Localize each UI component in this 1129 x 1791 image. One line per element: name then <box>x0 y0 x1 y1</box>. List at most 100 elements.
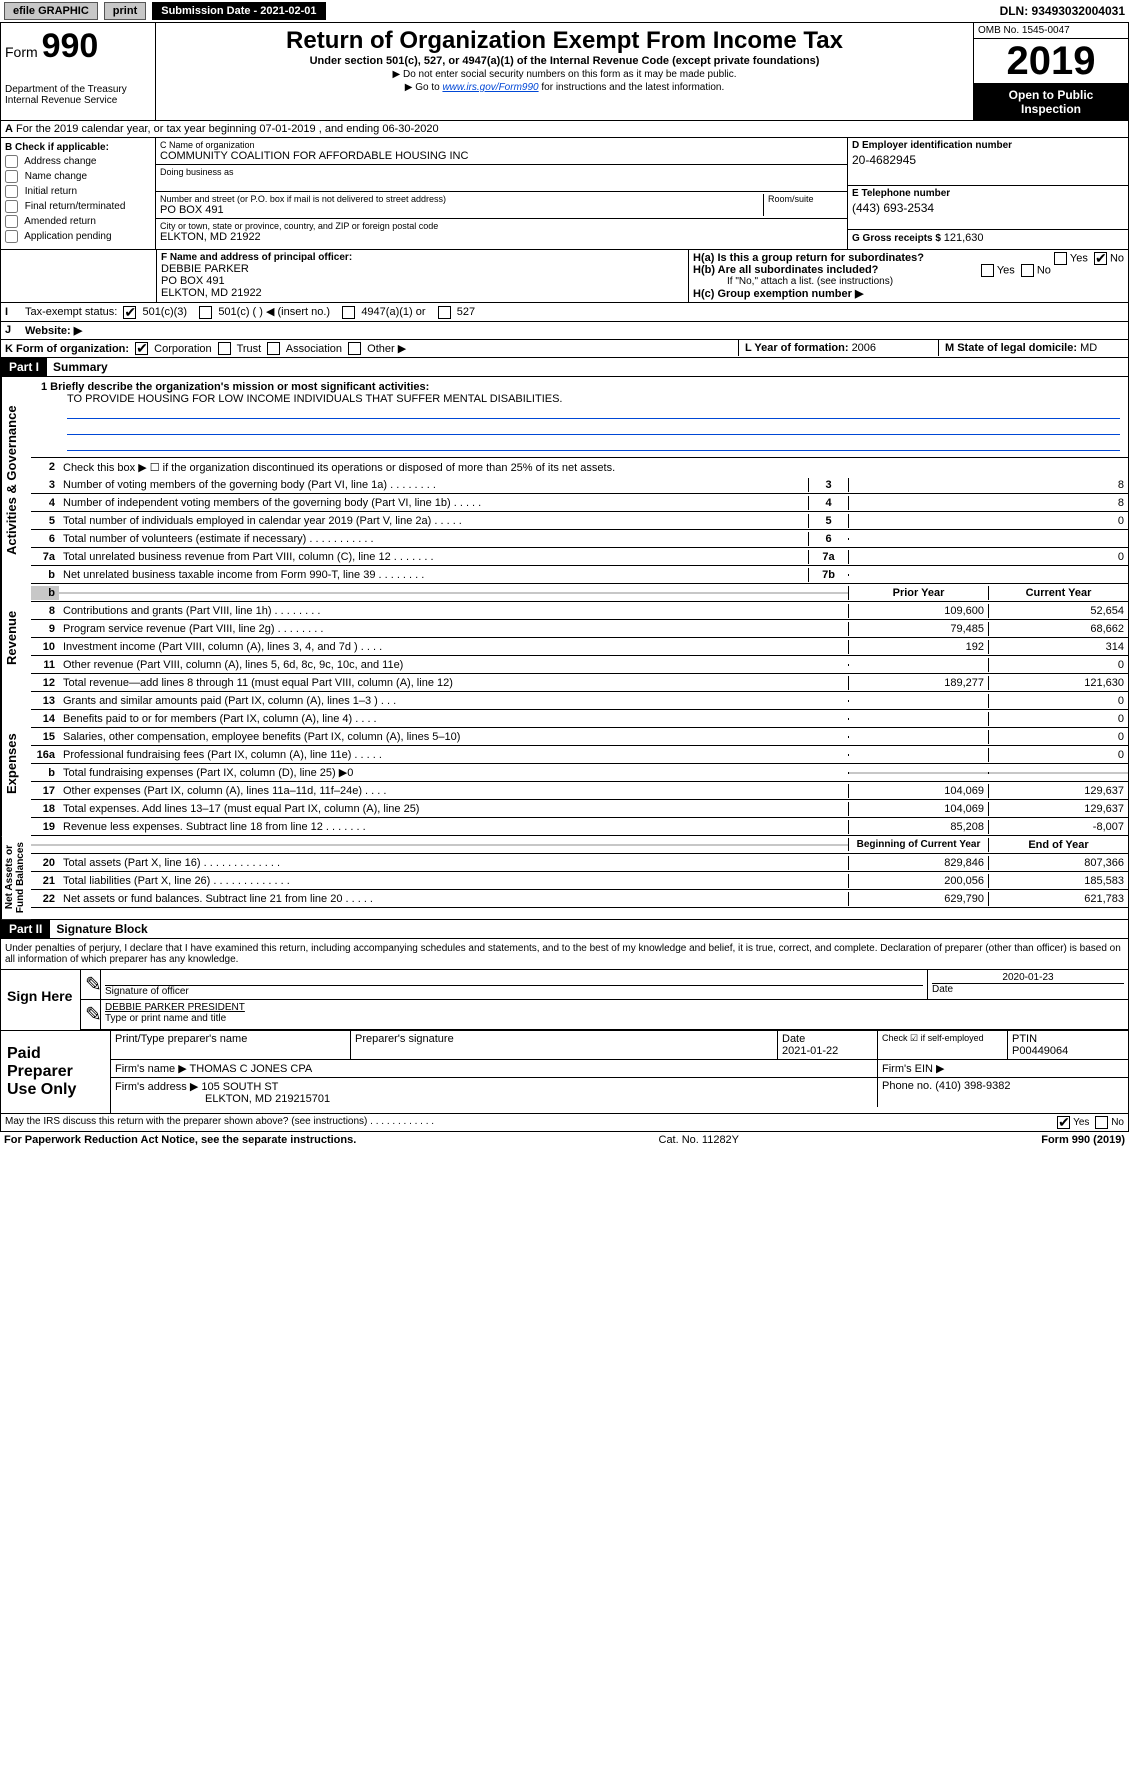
assoc-checkbox[interactable] <box>267 342 280 355</box>
part2-tag: Part II <box>1 920 50 938</box>
4947-checkbox[interactable] <box>342 306 355 319</box>
check-option[interactable]: Amended return <box>5 215 151 228</box>
financial-line: 16aProfessional fundraising fees (Part I… <box>31 746 1128 764</box>
firm-addr-label: Firm's address ▶ <box>115 1081 198 1093</box>
check-option[interactable]: Initial return <box>5 185 151 198</box>
financial-line: 22Net assets or fund balances. Subtract … <box>31 890 1128 908</box>
discuss-yes-checkbox[interactable] <box>1057 1116 1070 1129</box>
501c-checkbox[interactable] <box>199 306 212 319</box>
ein-value: 20-4682945 <box>852 151 1124 167</box>
sign-here-label: Sign Here <box>1 970 81 1030</box>
submission-date-badge: Submission Date - 2021-02-01 <box>152 2 325 20</box>
mission-block: 1 Briefly describe the organization's mi… <box>31 377 1128 458</box>
tax-year: 2019 <box>974 39 1128 84</box>
print-button[interactable]: print <box>104 2 146 20</box>
financial-line: 19Revenue less expenses. Subtract line 1… <box>31 818 1128 836</box>
state-domicile: MD <box>1080 342 1097 354</box>
part2-title: Signature Block <box>50 920 153 938</box>
officer-addr2: ELKTON, MD 21922 <box>161 287 684 299</box>
part1-title: Summary <box>47 358 114 376</box>
check-option[interactable]: Address change <box>5 155 151 168</box>
open-public-badge: Open to Public Inspection <box>974 84 1128 120</box>
prep-name-label: Print/Type preparer's name <box>115 1033 346 1045</box>
sig-name-label: Type or print name and title <box>105 1013 1124 1024</box>
part1-tag: Part I <box>1 358 47 376</box>
form-footer: Form 990 (2019) <box>1041 1134 1125 1146</box>
sig-name: DEBBIE PARKER PRESIDENT <box>105 1002 1124 1013</box>
check-option[interactable]: Application pending <box>5 230 151 243</box>
ha-yes-checkbox[interactable] <box>1054 252 1067 265</box>
form-note2: ▶ Go to www.irs.gov/Form990 for instruct… <box>160 82 969 93</box>
h-a-label: H(a) Is this a group return for subordin… <box>693 252 924 264</box>
form-title: Return of Organization Exempt From Incom… <box>160 27 969 55</box>
financial-line: 17Other expenses (Part IX, column (A), l… <box>31 782 1128 800</box>
paid-preparer-label: Paid Preparer Use Only <box>1 1031 111 1113</box>
pra-notice: For Paperwork Reduction Act Notice, see … <box>4 1134 356 1146</box>
form-header: Form 990 Department of the Treasury Inte… <box>0 22 1129 121</box>
h-c-label: H(c) Group exemption number ▶ <box>693 288 863 300</box>
check-option[interactable]: Final return/terminated <box>5 200 151 213</box>
officer-label: F Name and address of principal officer: <box>161 252 352 263</box>
firm-name-label: Firm's name ▶ <box>115 1063 187 1075</box>
beg-year-header: Beginning of Current Year <box>848 838 988 851</box>
dln-label: DLN: 93493032004031 <box>1000 4 1125 18</box>
hb-yes-checkbox[interactable] <box>981 264 994 277</box>
check-b-header: B Check if applicable: <box>5 142 151 153</box>
check-option[interactable]: Name change <box>5 170 151 183</box>
other-checkbox[interactable] <box>348 342 361 355</box>
form-subtitle: Under section 501(c), 527, or 4947(a)(1)… <box>160 55 969 67</box>
k-form-label: K Form of organization: <box>5 343 129 355</box>
h-note: If "No," attach a list. (see instruction… <box>693 276 1124 287</box>
instructions-link[interactable]: www.irs.gov/Form990 <box>442 82 538 93</box>
self-employed-check[interactable]: Check ☑ if self-employed <box>878 1031 1008 1059</box>
perjury-statement: Under penalties of perjury, I declare th… <box>0 939 1129 970</box>
summary-line: bNet unrelated business taxable income f… <box>31 566 1128 584</box>
hb-no-checkbox[interactable] <box>1021 264 1034 277</box>
ptin-value: P00449064 <box>1012 1045 1124 1057</box>
financial-line: 8Contributions and grants (Part VIII, li… <box>31 602 1128 620</box>
website-row: J Website: ▶ <box>0 322 1129 340</box>
discuss-no-checkbox[interactable] <box>1095 1116 1108 1129</box>
room-label: Room/suite <box>768 194 843 204</box>
org-name-label: C Name of organization <box>160 140 843 150</box>
summary-table: Activities & Governance 1 Briefly descri… <box>0 377 1129 584</box>
current-year-header: Current Year <box>988 586 1128 600</box>
financial-line: 10Investment income (Part VIII, column (… <box>31 638 1128 656</box>
year-formation: 2006 <box>852 342 876 354</box>
website-label: Website: ▶ <box>25 325 82 337</box>
h-b-label: H(b) Are all subordinates included? <box>693 264 878 276</box>
part1-header: Part I Summary <box>0 358 1129 377</box>
phone-label: E Telephone number <box>852 188 1124 199</box>
officer-row: F Name and address of principal officer:… <box>0 250 1129 303</box>
sig-date-label: Date <box>932 983 1124 995</box>
summary-line: 3Number of voting members of the governi… <box>31 476 1128 494</box>
mission-answer: TO PROVIDE HOUSING FOR LOW INCOME INDIVI… <box>67 393 1120 405</box>
summary-line: 6Total number of volunteers (estimate if… <box>31 530 1128 548</box>
summary-line: 7aTotal unrelated business revenue from … <box>31 548 1128 566</box>
bottom-footer: For Paperwork Reduction Act Notice, see … <box>0 1132 1129 1148</box>
discuss-row: May the IRS discuss this return with the… <box>0 1114 1129 1132</box>
corp-checkbox[interactable] <box>135 342 148 355</box>
addr-label: Number and street (or P.O. box if mail i… <box>160 194 763 204</box>
vtab-governance: Activities & Governance <box>1 377 31 584</box>
vtab-revenue: Revenue <box>1 584 31 692</box>
sig-officer-label: Signature of officer <box>105 986 923 997</box>
trust-checkbox[interactable] <box>218 342 231 355</box>
financial-line: 11Other revenue (Part VIII, column (A), … <box>31 656 1128 674</box>
vtab-expenses: Expenses <box>1 692 31 836</box>
sign-here-block: Sign Here ✎ Signature of officer 2020-01… <box>0 970 1129 1031</box>
org-name: COMMUNITY COALITION FOR AFFORDABLE HOUSI… <box>160 150 843 162</box>
efile-button[interactable]: efile GRAPHIC <box>4 2 98 20</box>
org-address: PO BOX 491 <box>160 204 763 216</box>
prep-sig-label: Preparer's signature <box>351 1031 778 1059</box>
tax-status-label: Tax-exempt status: <box>25 306 117 318</box>
prep-phone-label: Phone no. <box>882 1080 935 1092</box>
527-checkbox[interactable] <box>438 306 451 319</box>
check-column-b: B Check if applicable: Address change Na… <box>1 138 156 249</box>
ha-no-checkbox[interactable] <box>1094 252 1107 265</box>
firm-addr: 105 SOUTH ST <box>201 1081 278 1093</box>
section-a: A For the 2019 calendar year, or tax yea… <box>0 121 1129 138</box>
firm-city: ELKTON, MD 219215701 <box>115 1093 330 1105</box>
top-toolbar: efile GRAPHIC print Submission Date - 20… <box>0 0 1129 22</box>
501c3-checkbox[interactable] <box>123 306 136 319</box>
